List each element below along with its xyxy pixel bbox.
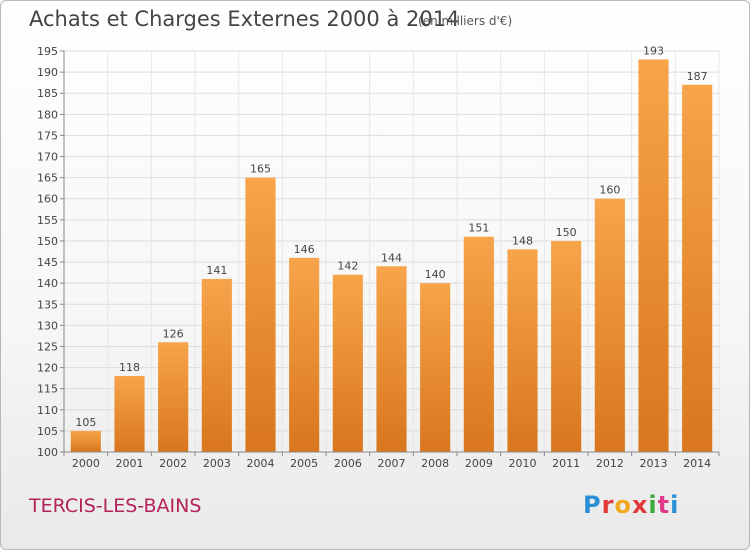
data-labels: 105 118 126 141 165 146 142 144 140 151 148 150 160 1… <box>75 44 707 428</box>
y-tick-label: 150 <box>37 235 58 248</box>
y-tick-label: 100 <box>37 446 58 459</box>
x-tick-label: 2007 <box>378 457 406 470</box>
bar <box>551 240 582 452</box>
y-tick-label: 145 <box>37 256 58 269</box>
y-tick-label: 125 <box>37 340 58 353</box>
bar <box>507 249 538 452</box>
y-tick-label: 115 <box>37 383 58 396</box>
data-label: 193 <box>643 44 664 57</box>
data-label: 160 <box>599 184 620 197</box>
bar <box>289 257 320 452</box>
chart-subtitle: (en milliers d'€) <box>418 14 513 28</box>
data-label: 148 <box>512 234 533 247</box>
x-tick-label: 2009 <box>465 457 493 470</box>
y-tick-label: 155 <box>37 214 58 227</box>
bar <box>70 430 101 452</box>
y-tick-label: 175 <box>37 129 58 142</box>
data-label: 165 <box>250 163 271 176</box>
y-tick-label: 160 <box>37 193 58 206</box>
bar <box>245 177 276 452</box>
y-tick-label: 185 <box>37 87 58 100</box>
logo-letter: r <box>601 491 615 519</box>
x-tick-label: 2001 <box>116 457 144 470</box>
x-tick-label: 2014 <box>683 457 711 470</box>
bar <box>376 266 407 452</box>
data-label: 141 <box>206 264 227 277</box>
data-label: 118 <box>119 361 140 374</box>
y-tick-label: 130 <box>37 319 58 332</box>
logo-letter: o <box>614 491 632 519</box>
commune-name: TERCIS-LES-BAINS <box>29 495 202 517</box>
data-label: 187 <box>687 70 708 83</box>
data-label: 144 <box>381 251 402 264</box>
x-tick-label: 2008 <box>421 457 449 470</box>
data-label: 151 <box>468 222 489 235</box>
y-tick-label: 120 <box>37 362 58 375</box>
axes <box>60 50 720 456</box>
y-tick-label: 135 <box>37 298 58 311</box>
x-tick-label: 2002 <box>159 457 187 470</box>
bar <box>201 278 232 452</box>
logo-letter: x <box>631 491 649 519</box>
y-tick-label: 140 <box>37 277 58 290</box>
bar <box>682 84 713 452</box>
y-tick-label: 165 <box>37 172 58 185</box>
x-tick-label: 2010 <box>509 457 537 470</box>
y-tick-label: 170 <box>37 151 58 164</box>
y-tick-labels: 100 105 110 115 120 125 130 135 140 145 150 155 160 1… <box>37 45 58 459</box>
logo-letter: i <box>670 491 680 519</box>
y-tick-label: 180 <box>37 108 58 121</box>
x-tick-label: 2006 <box>334 457 362 470</box>
bar <box>420 283 451 452</box>
bar <box>158 342 189 452</box>
data-label: 105 <box>75 416 96 429</box>
x-tick-labels: 2000 2001 2002 2003 2004 2005 2006 2007 2008 2009… <box>72 457 711 470</box>
x-tick-label: 2000 <box>72 457 100 470</box>
proxiti-logo: Proxiti <box>583 491 679 519</box>
y-tick-label: 105 <box>37 425 58 438</box>
x-tick-label: 2004 <box>247 457 275 470</box>
data-label: 140 <box>425 268 446 281</box>
x-tick-label: 2005 <box>290 457 318 470</box>
data-label: 146 <box>294 243 315 256</box>
data-label: 142 <box>337 260 358 273</box>
chart-title: Achats et Charges Externes 2000 à 2014 <box>29 7 460 31</box>
x-tick-label: 2013 <box>640 457 668 470</box>
bar <box>332 274 363 452</box>
data-label: 150 <box>556 226 577 239</box>
x-tick-label: 2011 <box>552 457 580 470</box>
bar <box>638 59 669 452</box>
y-tick-label: 195 <box>37 45 58 58</box>
bar <box>114 376 145 452</box>
bars <box>70 59 713 452</box>
x-tick-label: 2003 <box>203 457 231 470</box>
y-tick-label: 190 <box>37 66 58 79</box>
y-tick-label: 110 <box>37 404 58 417</box>
logo-letter: i <box>648 491 658 519</box>
bar <box>594 198 625 452</box>
logo-letter: P <box>583 491 602 519</box>
bar <box>463 236 494 452</box>
x-tick-label: 2012 <box>596 457 624 470</box>
data-label: 126 <box>163 327 184 340</box>
logo-letter: t <box>657 491 671 519</box>
